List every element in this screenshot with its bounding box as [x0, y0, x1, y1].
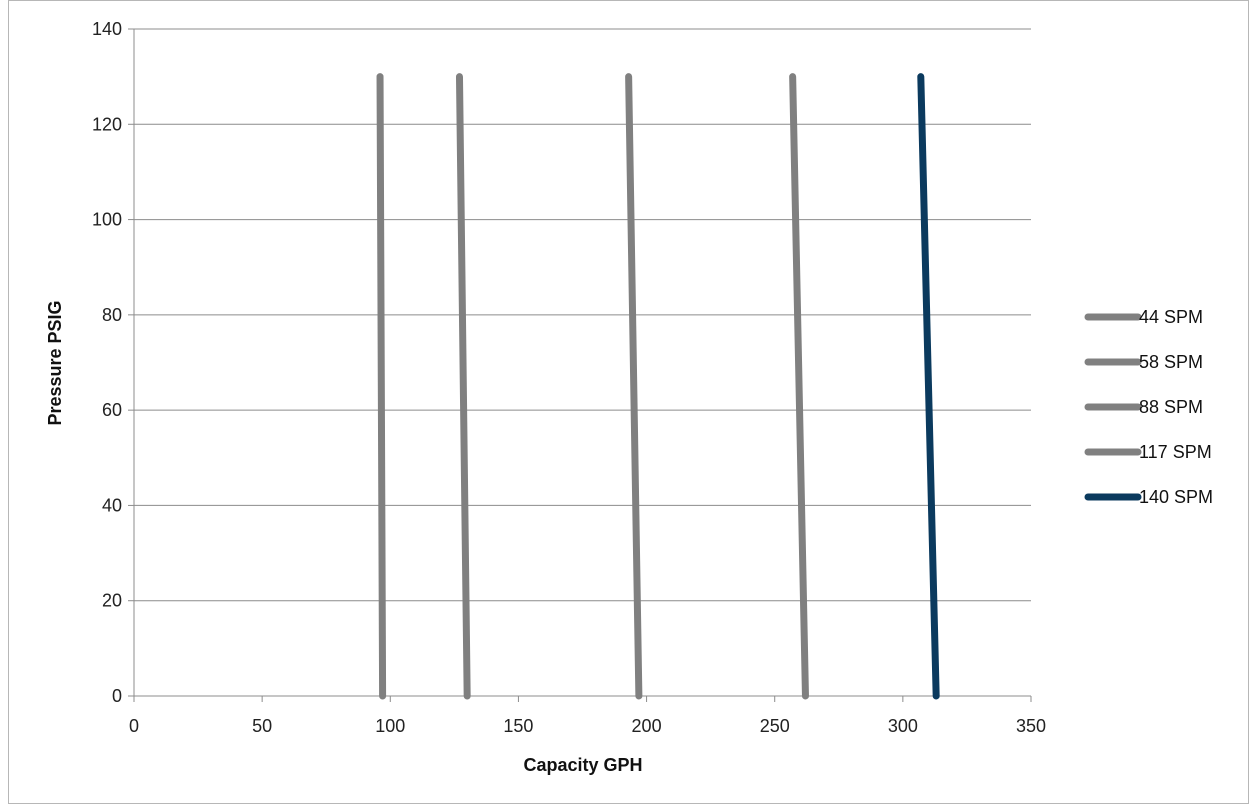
legend-label-3: 117 SPM: [1139, 442, 1212, 462]
x-tick-label-100: 100: [375, 716, 405, 736]
x-tick-label-0: 0: [129, 716, 139, 736]
y-tick-label-60: 60: [102, 400, 122, 420]
series-line-117-spm: [789, 73, 809, 700]
x-tick-label-350: 350: [1016, 716, 1046, 736]
y-tick-label-40: 40: [102, 495, 122, 515]
series-line-88-spm: [625, 73, 643, 700]
axes: [128, 28, 1032, 702]
series-lines: [376, 73, 940, 700]
x-tick-label-150: 150: [503, 716, 533, 736]
y-tick-label-80: 80: [102, 305, 122, 325]
y-tick-label-100: 100: [92, 210, 122, 230]
legend-label-4: 140 SPM: [1139, 487, 1213, 507]
x-tick-label-300: 300: [888, 716, 918, 736]
y-tick-label-120: 120: [92, 114, 122, 134]
grid-lines: [134, 28, 1031, 602]
legend-label-1: 58 SPM: [1139, 352, 1203, 372]
x-tick-label-200: 200: [632, 716, 662, 736]
legend: 44 SPM 58 SPM 88 SPM 117 SPM 140 SPM: [1084, 307, 1213, 507]
x-axis-title: Capacity GPH: [523, 755, 642, 775]
series-line-140-spm: [917, 73, 940, 700]
legend-label-2: 88 SPM: [1139, 397, 1203, 417]
y-tick-label-20: 20: [102, 591, 122, 611]
y-tick-label-0: 0: [112, 686, 122, 706]
series-line-58-spm: [455, 73, 471, 700]
legend-label-0: 44 SPM: [1139, 307, 1203, 327]
x-tick-label-50: 50: [252, 716, 272, 736]
x-tick-label-250: 250: [760, 716, 790, 736]
series-line-44-spm: [376, 73, 387, 700]
y-tick-label-140: 140: [92, 19, 122, 39]
tick-labels: 0 20 40 60 80 100 120 140 0 50 100 150 200 250 300 350: [92, 19, 1046, 736]
y-axis-title: Pressure PSIG: [45, 300, 65, 425]
